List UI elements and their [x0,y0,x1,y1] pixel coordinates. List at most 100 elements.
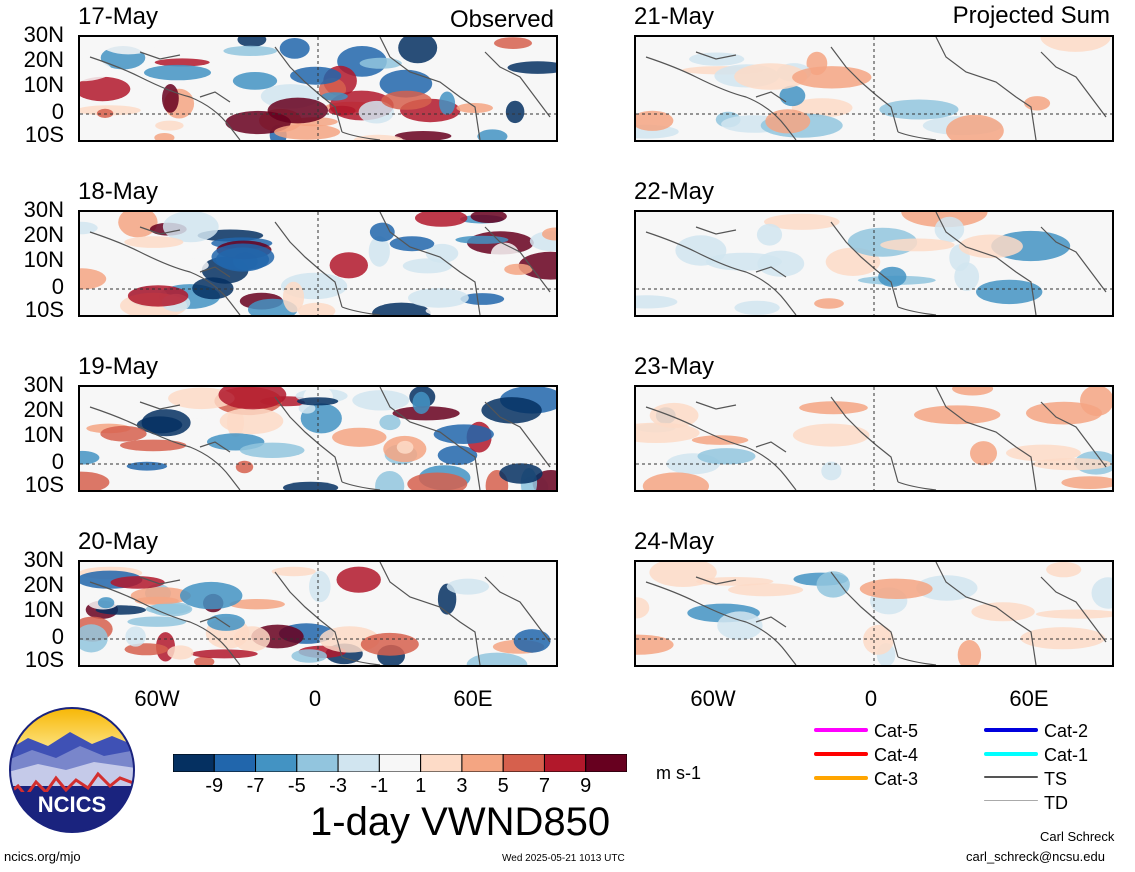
anomaly-blob [329,252,368,279]
coastline [1040,226,1107,293]
anomaly-blob [1024,96,1051,111]
projected-label: Projected Sum [952,2,1110,29]
anomaly-blob [636,110,674,131]
anomaly-blob [80,268,107,290]
anomaly-blob [215,247,270,272]
anomaly-blob [513,629,551,653]
y-tick-10s: 10S [24,647,64,672]
coastline [341,306,381,315]
x-tick-right-60w: 60W [690,686,736,711]
anomaly-blob [80,58,112,82]
anomaly-blob [477,129,508,140]
coastline [379,562,481,665]
y-tick-10s: 10S [24,472,64,497]
anomaly-blob [957,640,982,665]
anomaly-blob [970,441,997,466]
colorbar-swatch [378,753,422,773]
ncics-logo-graphic: NCICS [9,707,135,833]
anomaly-blob [274,124,341,140]
storm-legend-line-ts [984,776,1038,778]
map-panel-21-may [634,35,1114,142]
coastline [897,481,937,490]
anomaly-blob [321,92,348,101]
anomaly-blob [96,108,114,118]
panel-date-24-may: 24-May [634,528,715,555]
anomaly-blob [412,391,431,414]
coastline [695,576,787,628]
coastline [139,51,231,103]
coastline [645,581,797,665]
footer-site: ncics.org/mjo [4,849,81,864]
anomaly-blob [375,471,405,490]
anomaly-blob [80,450,100,465]
anomaly-blob [167,645,194,660]
coastline [89,231,241,315]
anomaly-blob [379,69,433,98]
colorbar-swatch [461,753,504,773]
y-tick-20n: 20N [23,222,64,247]
anomaly-blob [792,66,872,89]
anomaly-blob [402,258,453,274]
anomaly-blob [389,236,435,252]
anomaly-blob [499,463,543,484]
coastline [484,226,551,293]
colorbar-swatch [543,753,587,773]
anomaly-blob [283,481,339,490]
anomaly-blob [232,72,278,90]
anomaly-blob [168,387,235,410]
y-tick-10s: 10S [24,122,64,147]
map-field-17-may [80,37,556,140]
map-field-21-may [636,37,1112,140]
anomaly-blob [379,414,401,431]
ncics-logo: NCICS [8,706,136,834]
anomaly-blob [757,250,805,277]
colorbar-tick: 9 [580,775,592,797]
anomaly-blob [1091,577,1112,609]
coastline [1040,576,1107,643]
anomaly-blob [494,37,532,49]
anomaly-blob [505,100,525,124]
map-field-18-may [80,212,556,315]
coastline [935,212,1037,315]
colorbar-swatch [213,753,257,773]
anomaly-blob [408,288,469,308]
map-field-20-may [80,562,556,665]
anomaly-blob [791,98,853,118]
map-panel-19-may [78,385,558,492]
y-tick-0: 0 [51,624,64,649]
storm-legend-line-cat-1 [984,752,1038,756]
colorbar-tick: -9 [205,775,224,797]
anomaly-blob [425,305,467,315]
storm-legend-label-cat-4: Cat-4 [874,745,919,765]
colorbar-tick: 1 [415,775,427,797]
coastline [274,571,343,658]
anomaly-blob [145,603,191,615]
colorbar-swatch [296,753,339,773]
observed-label: Observed [449,6,554,33]
y-tick-10n: 10N [23,72,64,97]
map-panel-23-may [634,385,1114,492]
colorbar-units: m s-1 [656,763,701,783]
y-tick-10n: 10N [23,422,64,447]
storm-legend-label-ts: TS [1044,769,1068,789]
anomaly-blob [332,427,387,447]
anomaly-blob [407,472,468,490]
coastline [379,387,481,490]
anomaly-blob [1040,37,1111,52]
coastline [139,226,231,278]
anomaly-blob [279,38,310,59]
anomaly-blob [80,624,108,653]
coastline [695,401,787,453]
anomaly-blob [219,407,284,435]
anomaly-blob [120,439,187,452]
anomaly-blob [415,212,468,227]
colorbar-tick: 3 [456,775,468,797]
anomaly-blob [542,227,556,241]
anomaly-blob [237,37,267,48]
anomaly-blob [194,656,215,665]
coastline [484,576,551,643]
anomaly-blob [359,57,402,69]
coastline [89,581,241,665]
anomaly-blob [162,212,219,243]
anomaly-blob [425,243,459,263]
